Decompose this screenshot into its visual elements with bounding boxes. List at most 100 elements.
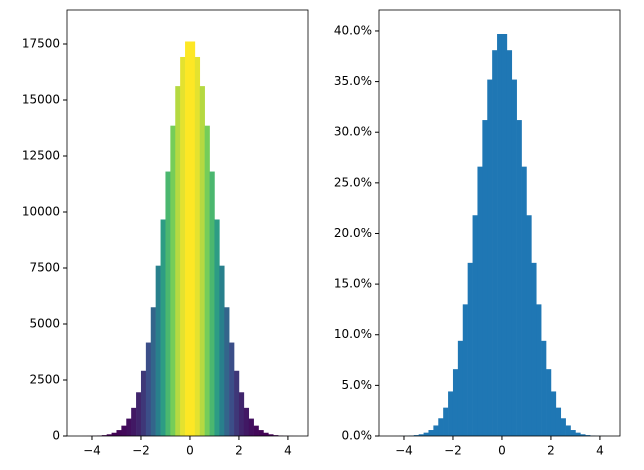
- bar: [413, 435, 419, 436]
- bar: [111, 432, 117, 436]
- bar: [467, 262, 473, 436]
- x-tick-label: −4: [395, 444, 413, 458]
- y-tick-label: 10000: [22, 205, 60, 219]
- bar: [536, 304, 542, 436]
- bar: [106, 434, 112, 436]
- bar: [555, 407, 562, 436]
- y-tick-label: 17500: [22, 37, 60, 51]
- bar: [145, 342, 152, 436]
- bar: [185, 41, 191, 436]
- bar: [273, 435, 279, 436]
- y-tick-label: 15000: [22, 93, 60, 107]
- bar: [462, 304, 468, 436]
- bar: [116, 430, 122, 436]
- bar: [433, 425, 439, 436]
- x-tick-label: −2: [132, 444, 150, 458]
- bar: [492, 50, 498, 437]
- y-tick-label: 25.0%: [334, 175, 372, 189]
- bar: [209, 171, 215, 436]
- y-tick-label: 7500: [29, 261, 60, 275]
- bar: [121, 425, 127, 436]
- bar: [136, 392, 142, 436]
- bar: [131, 407, 137, 436]
- bar: [165, 171, 171, 436]
- bar: [253, 425, 259, 436]
- bar: [140, 370, 147, 436]
- x-tick-label: 4: [284, 444, 292, 458]
- bar: [457, 340, 464, 436]
- bar: [477, 166, 483, 436]
- bar: [560, 418, 566, 436]
- bar: [423, 432, 429, 436]
- bar: [170, 125, 176, 436]
- y-tick-label: 0: [52, 429, 60, 443]
- bar: [526, 215, 532, 436]
- bar: [155, 265, 161, 436]
- bar: [248, 418, 254, 436]
- y-tick-label: 5.0%: [342, 378, 373, 392]
- y-tick-label: 30.0%: [334, 125, 372, 139]
- x-tick-label: 2: [547, 444, 555, 458]
- y-tick-label: 35.0%: [334, 74, 372, 88]
- bar: [126, 418, 132, 436]
- bar: [550, 391, 557, 436]
- bar: [585, 435, 591, 436]
- bar: [234, 370, 240, 436]
- bar: [565, 425, 571, 436]
- y-tick-label: 15.0%: [334, 277, 372, 291]
- bar: [575, 432, 581, 436]
- x-tick-label: −2: [444, 444, 462, 458]
- bar: [531, 262, 537, 436]
- x-tick-label: 0: [186, 444, 194, 458]
- bar: [229, 342, 235, 436]
- bar: [546, 369, 552, 436]
- bar: [150, 307, 156, 436]
- bar: [541, 340, 547, 436]
- bar: [438, 418, 444, 436]
- axes-frame: [66, 9, 309, 437]
- bar: [219, 265, 225, 436]
- bar: [160, 219, 166, 436]
- bar: [204, 125, 210, 436]
- bar: [194, 56, 201, 437]
- bar: [506, 50, 513, 437]
- bar: [180, 56, 186, 437]
- bar: [497, 33, 503, 437]
- bar: [263, 432, 269, 436]
- axes-frame: [378, 9, 621, 437]
- y-tick-label: 12500: [22, 149, 60, 163]
- bar: [175, 86, 181, 437]
- bar: [428, 430, 434, 436]
- bar: [472, 215, 478, 436]
- bar: [452, 369, 459, 436]
- x-tick-label: 0: [498, 444, 506, 458]
- bar: [501, 33, 508, 437]
- bar: [238, 392, 245, 436]
- y-tick-label: 0.0%: [342, 429, 373, 443]
- bar: [199, 86, 205, 437]
- x-tick-label: 4: [596, 444, 604, 458]
- bar: [516, 120, 522, 437]
- y-tick-label: 40.0%: [334, 23, 372, 37]
- bar: [580, 434, 586, 436]
- bar: [521, 166, 527, 436]
- bar: [101, 435, 107, 436]
- bar: [487, 79, 493, 436]
- bar: [224, 307, 230, 436]
- bar: [511, 79, 517, 436]
- y-tick-label: 10.0%: [334, 327, 372, 341]
- bar: [482, 120, 488, 437]
- y-tick-label: 5000: [29, 317, 60, 331]
- bar: [189, 41, 196, 436]
- bar: [443, 407, 449, 436]
- bar: [214, 219, 220, 436]
- y-tick-label: 20.0%: [334, 226, 372, 240]
- bar: [418, 434, 424, 436]
- y-tick-label: 2500: [29, 373, 60, 387]
- bar: [448, 391, 454, 436]
- bar: [258, 430, 264, 436]
- x-tick-label: 2: [235, 444, 243, 458]
- bar: [570, 430, 576, 436]
